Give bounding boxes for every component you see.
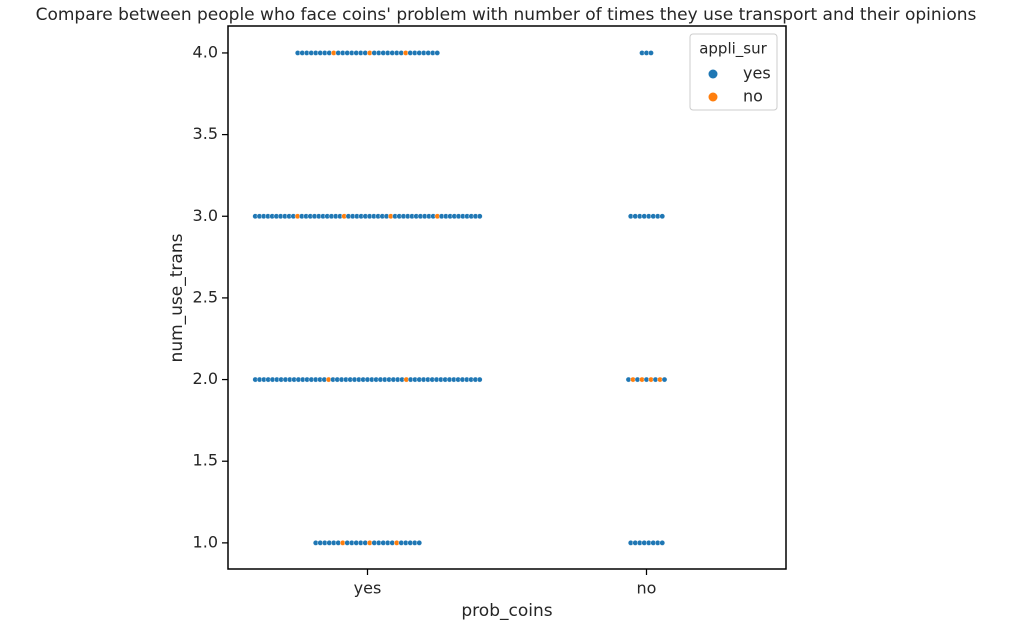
y-tick-label: 4.0 [193,42,218,61]
swarm-dot [648,50,654,56]
y-tick-label: 2.5 [193,287,218,306]
x-tick-label: yes [354,579,382,598]
x-axis-label: prob_coins [461,601,552,621]
legend-box [689,33,778,111]
chart-title: Compare between people who face coins' p… [36,5,977,25]
swarm-dot [659,540,666,546]
x-tick-label: no [637,579,657,598]
legend-title: appli_sur [699,40,767,59]
swarm-dot [434,50,441,56]
y-tick-label: 1.0 [193,532,218,551]
legend-marker [708,69,718,79]
legend-label: yes [743,64,771,83]
legend-label: no [743,87,763,106]
swarm-dot [659,213,666,220]
swarm-dot [416,540,423,546]
y-tick-label: 2.0 [193,369,218,388]
legend-marker [708,92,718,102]
swarm-dot [476,213,483,220]
swarm-dot [476,376,483,383]
y-axis-label: num_use_trans [167,233,187,362]
swarm-dot [661,376,668,383]
y-tick-label: 1.5 [193,451,218,470]
y-tick-label: 3.0 [193,206,218,225]
y-tick-label: 3.5 [193,124,218,143]
